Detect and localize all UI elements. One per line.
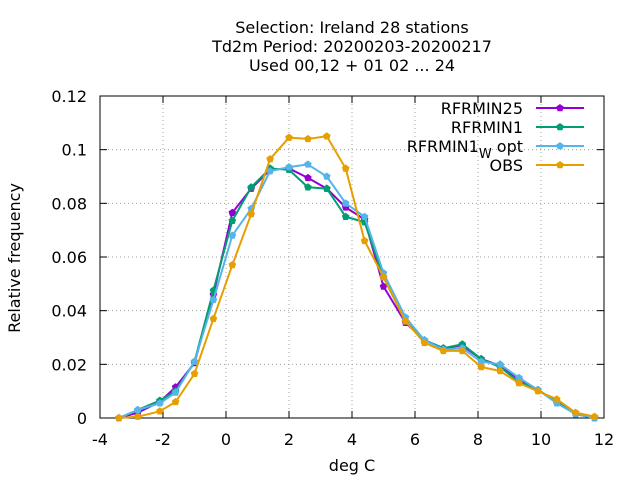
- data-point: [247, 210, 256, 218]
- data-point: [322, 132, 331, 140]
- data-point: [420, 338, 429, 347]
- data-point: [171, 397, 180, 406]
- data-point: [115, 413, 123, 422]
- legend-entry-2: RFRMIN1: [451, 118, 584, 137]
- data-point: [496, 367, 504, 375]
- data-point: [304, 173, 312, 182]
- series-layer: [115, 132, 599, 422]
- data-point: [190, 369, 199, 377]
- data-point: [156, 399, 164, 407]
- y-tick-label: 0.08: [51, 194, 87, 213]
- data-point: [571, 408, 580, 416]
- data-point: [379, 273, 388, 281]
- data-point: [552, 395, 561, 403]
- title-line-2: Td2m Period: 20200203-20200217: [211, 37, 492, 56]
- data-point: [156, 407, 164, 415]
- x-tick-label: -4: [92, 430, 108, 449]
- data-point: [379, 282, 388, 290]
- data-point: [458, 346, 467, 355]
- data-point: [439, 346, 448, 355]
- series-4: [115, 132, 599, 422]
- legend-swatch-marker: [556, 141, 564, 150]
- y-axis-label: Relative frequency: [5, 183, 24, 333]
- data-point: [360, 236, 369, 245]
- data-point: [133, 412, 142, 420]
- data-point: [247, 183, 256, 191]
- x-tick-label: -2: [155, 430, 171, 449]
- data-point: [304, 183, 312, 191]
- legend-label: OBS: [490, 156, 523, 175]
- x-tick-label: 8: [473, 430, 483, 449]
- axes: -4 -2 0 2 4 6 8 10 12 0 0.02 0.04 0.06 0.08 0.1 0.12: [51, 87, 614, 449]
- data-point: [304, 134, 312, 143]
- y-tick-label: 0.04: [51, 302, 87, 321]
- data-point: [285, 133, 293, 141]
- x-tick-label: 12: [594, 430, 614, 449]
- y-tick-label: 0.12: [51, 87, 87, 106]
- series-line: [118, 135, 595, 419]
- legend-swatch-marker: [556, 160, 564, 169]
- data-point: [209, 295, 218, 304]
- data-point: [341, 212, 350, 220]
- data-point: [228, 208, 237, 216]
- legend-entry-4: OBS: [490, 156, 584, 175]
- legend-entry-1: RFRMIN25: [441, 99, 584, 118]
- x-tick-label: 6: [410, 430, 420, 449]
- legend-label: RFRMIN1: [451, 118, 523, 137]
- data-point: [190, 357, 199, 365]
- data-point: [341, 164, 350, 172]
- data-point: [401, 317, 410, 325]
- data-point: [496, 360, 504, 368]
- series-line: [118, 163, 595, 419]
- y-tick-label: 0.06: [51, 248, 87, 267]
- data-point: [590, 412, 599, 420]
- chart-title: Selection: Ireland 28 stations Td2m Peri…: [211, 18, 492, 75]
- data-point: [360, 212, 369, 220]
- x-tick-label: 4: [347, 430, 357, 449]
- data-point: [228, 231, 237, 239]
- data-point: [304, 160, 312, 168]
- data-point: [515, 379, 523, 387]
- legend-label: RFRMIN25: [441, 99, 523, 118]
- y-tick-label: 0: [77, 409, 87, 428]
- data-point: [322, 184, 331, 192]
- data-point: [171, 388, 180, 396]
- title-line-1: Selection: Ireland 28 stations: [235, 18, 468, 37]
- data-point: [341, 199, 350, 207]
- x-axis-label: deg C: [329, 456, 375, 475]
- data-point: [209, 314, 218, 322]
- x-tick-label: 10: [531, 430, 551, 449]
- y-tick-label: 0.02: [51, 355, 87, 374]
- x-tick-label: 0: [221, 430, 231, 449]
- legend-swatch-marker: [556, 103, 564, 112]
- legend-entry-3: RFRMIN1W opt: [407, 137, 584, 162]
- data-point: [285, 163, 293, 171]
- data-point: [228, 216, 237, 225]
- legend-label: RFRMIN1W opt: [407, 137, 523, 162]
- x-tick-label: 2: [284, 430, 294, 449]
- data-point: [266, 155, 274, 163]
- data-point: [477, 363, 485, 371]
- y-tick-label: 0.1: [62, 141, 87, 160]
- data-point: [534, 387, 542, 395]
- data-point: [228, 261, 237, 269]
- legend-swatch-marker: [556, 122, 564, 131]
- data-point: [133, 405, 142, 414]
- data-point: [322, 172, 331, 180]
- grid: [100, 96, 604, 418]
- title-line-3: Used 00,12 + 01 02 ... 24: [249, 56, 455, 75]
